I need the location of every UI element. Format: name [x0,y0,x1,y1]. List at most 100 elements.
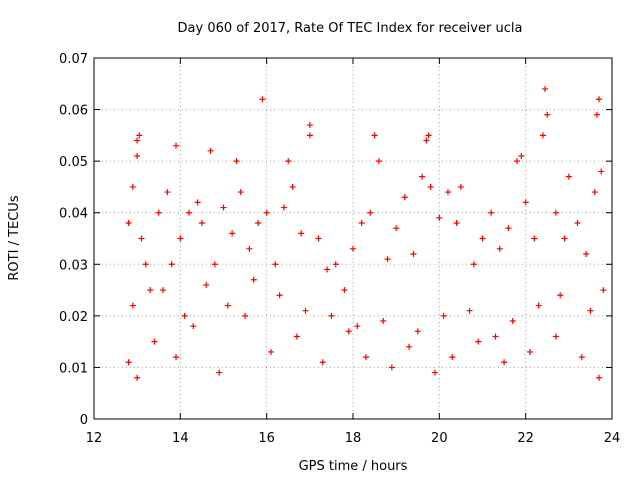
data-point [216,369,223,376]
data-point [423,137,430,144]
data-point [125,359,132,366]
data-point [593,111,600,118]
data-point [544,111,551,118]
data-point [362,354,369,361]
data-point [501,359,508,366]
data-point [306,132,313,139]
data-point [319,359,326,366]
x-tick-label: 14 [172,431,189,446]
data-point [354,323,361,330]
data-point [427,183,434,190]
data-point [168,261,175,268]
data-point [531,235,538,242]
data-point [542,85,549,92]
data-point [600,287,607,294]
data-point [164,189,171,196]
chart-title: Day 060 of 2017, Rate Of TEC Index for r… [178,21,523,36]
data-point [436,214,443,221]
data-point [302,307,309,314]
data-point [185,209,192,216]
data-point [194,199,201,206]
data-point [298,230,305,237]
y-tick-label: 0.03 [59,258,88,273]
data-point [246,245,253,252]
data-point [565,173,572,180]
data-point [207,147,214,154]
y-axis-ticks: 0 0.01 0.02 0.03 0.04 0.05 0.06 0.07 [59,52,612,428]
data-point [332,261,339,268]
data-point [151,338,158,345]
data-point [514,158,521,165]
data-point [583,250,590,257]
data-point [518,152,525,159]
data-point [341,287,348,294]
data-point [138,235,145,242]
x-tick-label: 24 [604,431,621,446]
data-point [466,307,473,314]
y-tick-label: 0.04 [59,207,88,222]
data-point [203,281,210,288]
data-point [375,158,382,165]
x-tick-label: 20 [431,431,448,446]
data-point [345,328,352,335]
data-point [410,250,417,257]
data-point [388,364,395,371]
x-tick-label: 18 [345,431,362,446]
grid-lines [94,58,612,419]
data-point [324,266,331,273]
data-point [440,312,447,319]
y-tick-label: 0.06 [59,104,88,119]
data-point [492,333,499,340]
data-point [280,204,287,211]
data-point [190,323,197,330]
data-point [293,333,300,340]
data-point [155,209,162,216]
data-point [129,302,136,309]
data-point [350,245,356,252]
data-point [552,209,559,216]
data-point [306,122,313,129]
data-point [561,235,568,242]
data-point [505,225,512,232]
data-point [457,183,464,190]
data-point [233,158,240,165]
data-point [250,276,257,283]
data-point [147,287,154,294]
data-point [419,173,426,180]
data-point [526,348,533,355]
data-point [328,312,335,319]
data-point [173,354,180,361]
data-point [557,292,564,299]
data-point [242,312,249,319]
data-point [272,261,279,268]
x-tick-label: 12 [86,431,103,446]
data-point [134,152,141,159]
x-axis-label: GPS time / hours [299,459,408,474]
data-point [509,318,516,325]
data-point [289,183,296,190]
data-points [125,85,607,381]
x-axis-ticks: 12 14 16 18 20 22 24 [86,58,621,446]
data-point [591,189,598,196]
data-point [371,132,378,139]
data-point [479,235,486,242]
data-point [220,204,227,211]
data-point [224,302,231,309]
data-point [177,235,184,242]
data-point [444,189,451,196]
y-tick-label: 0.01 [59,361,88,376]
data-point [367,209,374,216]
data-point [384,256,391,263]
x-tick-label: 22 [517,431,534,446]
data-point [142,261,149,268]
y-tick-label: 0.07 [59,52,88,67]
data-point [267,348,274,355]
data-point [539,132,546,139]
data-point [134,137,141,144]
data-point [425,132,432,139]
data-point [181,312,188,319]
data-point [587,307,594,314]
data-point [129,183,136,190]
